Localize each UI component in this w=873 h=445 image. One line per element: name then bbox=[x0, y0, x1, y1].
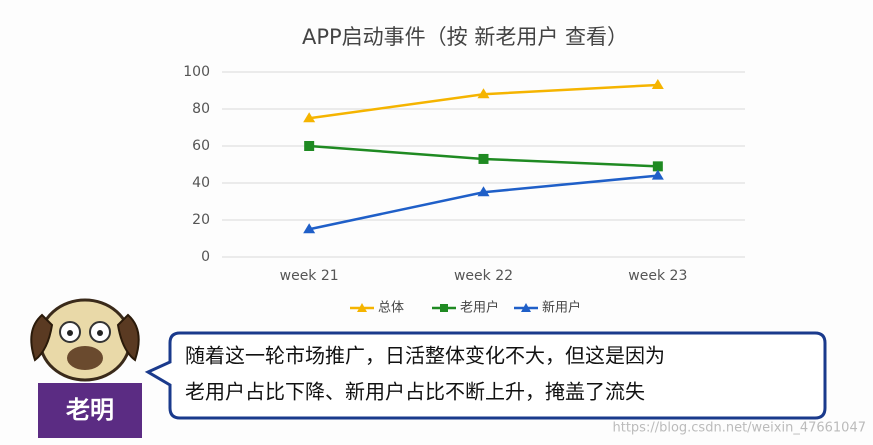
x-tick-label: week 21 bbox=[280, 268, 339, 284]
x-tick-label: week 22 bbox=[454, 268, 513, 284]
caption-line: 老用户占比下降、新用户占比不断上升，掩盖了流失 bbox=[185, 380, 645, 404]
plot: 0 20 40 60 80 100 week 21 week 22 week 23 总体 老用户 新用… bbox=[183, 64, 745, 316]
speaker-name: 老明 bbox=[66, 396, 114, 424]
y-tick-label: 0 bbox=[201, 249, 210, 265]
speech-bubble bbox=[144, 331, 827, 420]
y-tick-label: 40 bbox=[192, 175, 210, 191]
legend-label: 老用户 bbox=[460, 300, 499, 316]
marker bbox=[303, 223, 316, 234]
marker bbox=[477, 186, 490, 197]
caption-line: 随着这一轮市场推广，日活整体变化不大，但这是因为 bbox=[185, 344, 665, 368]
legend-marker bbox=[440, 304, 448, 312]
marker bbox=[652, 161, 663, 172]
avatar bbox=[30, 298, 140, 382]
speaker-box bbox=[38, 383, 142, 438]
legend-marker bbox=[521, 303, 531, 312]
y-tick-label: 60 bbox=[192, 138, 210, 154]
legend-marker bbox=[357, 303, 367, 312]
x-tick-label: week 23 bbox=[628, 268, 687, 284]
marker bbox=[477, 88, 490, 99]
legend-label: 新用户 bbox=[542, 300, 581, 316]
marker bbox=[478, 153, 489, 164]
marker bbox=[651, 169, 664, 180]
marker bbox=[303, 112, 316, 123]
watermark: https://blog.csdn.net/weixin_47661047 bbox=[612, 421, 866, 436]
y-tick-label: 80 bbox=[192, 101, 210, 117]
marker bbox=[304, 141, 315, 151]
y-tick-label: 20 bbox=[192, 212, 210, 228]
marker bbox=[651, 78, 664, 89]
chart-title: APP启动事件（按 新老用户 查看） bbox=[302, 25, 628, 49]
legend-label: 总体 bbox=[378, 301, 404, 316]
y-tick-label: 100 bbox=[183, 64, 210, 80]
